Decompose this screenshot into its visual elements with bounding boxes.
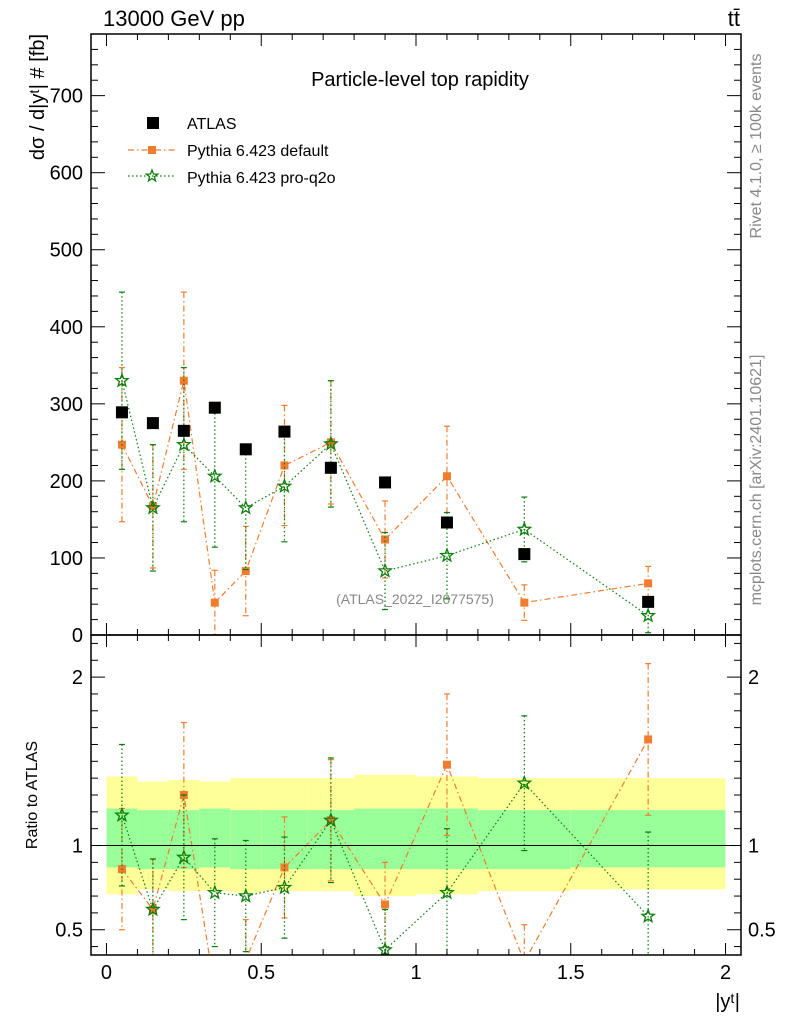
rivet-label: Rivet 4.1.0, ≥ 100k events [748,54,765,239]
tick-label: 400 [50,317,83,339]
atlas-point [146,417,159,430]
band-inner-bin [354,808,416,870]
ratio-point-default [381,900,390,909]
legend: ATLAS Pythia 6.423 default Pythia 6.423 … [128,116,336,187]
ratio-point-default [211,986,219,994]
main-point-proq2o [206,467,223,483]
tick-label: 700 [50,86,83,108]
tick-label: 200 [50,471,83,493]
main-point-proq2o [322,435,339,451]
band-inner-bin [199,808,231,868]
mcplots-label: mcplots.cern.ch [arXiv:2401.10621] [748,355,765,606]
ratio-point-proq2o [144,901,161,917]
main-point-default [381,535,390,544]
main-point-proq2o [144,499,161,515]
tick-label: 0.5 [748,920,776,942]
atlas-point [379,476,392,489]
header-right: tt̄ [728,6,740,31]
main-point-proq2o [175,436,192,452]
tick-label: 1 [72,836,83,858]
ratio-line-proq2o [121,782,649,951]
main-point-proq2o [377,562,393,578]
ratio-point-proq2o [237,887,254,903]
band-inner-bin [477,810,571,870]
legend-label-default: Pythia 6.423 default [187,143,329,160]
legend-marker-atlas [147,117,159,129]
ratio-line-default [121,739,649,955]
main-point-default [442,472,451,481]
tick-label: 0.5 [247,962,275,984]
tick-label: 1.5 [557,962,585,984]
tick-label: 600 [50,163,83,185]
x-axis-label: |yᵗ| [715,991,740,1013]
axis-ticks: 0 0.5 1 1.5 2 0 100 200 300 400 500 600 700 0.5 0.5 1 1 2… [50,33,776,984]
main-point-default [644,579,653,588]
legend-marker-proq2o [144,168,160,183]
ratio-panel-series [114,663,657,994]
tick-label: 2 [720,962,731,984]
ratio-point-proq2o [640,907,657,923]
ratio-point-proq2o [114,806,130,823]
tick-label: 0 [72,625,83,647]
main-point-default [280,461,289,470]
ratio-point-default [644,735,653,744]
atlas-point [518,548,531,561]
tick-label: 0.5 [55,920,83,942]
legend-label-atlas: ATLAS [187,116,237,133]
y-axis-label: dσ / d|yᵗ| # [fb] [27,34,49,160]
legend-marker-default [148,146,156,154]
atlas-point [115,406,128,419]
ratio-point-default [442,760,451,769]
ratio-point-default [520,958,528,966]
main-point-proq2o [237,499,254,515]
ratio-point-default [280,863,289,872]
band-inner-bin [570,810,726,868]
tick-label: 500 [50,240,83,262]
tick-label: 2 [72,667,83,689]
tick-label: 0 [101,962,112,984]
main-point-proq2o [516,521,533,537]
ratio-point-proq2o [276,879,293,895]
atlas-point [642,595,655,608]
main-point-proq2o [640,607,657,623]
ratio-point-proq2o [439,884,455,900]
main-panel-series [114,291,657,635]
header-left: 13000 GeV pp [103,6,245,31]
main-point-proq2o [276,477,293,494]
legend-label-proq2o: Pythia 6.423 pro-q2o [187,170,336,187]
analysis-watermark: (ATLAS_2022_I2077575) [336,591,494,607]
ratio-point-proq2o [516,774,533,791]
tick-label: 300 [50,394,83,416]
tick-label: 100 [50,548,83,570]
ratio-point-default [148,905,157,914]
tick-label: 1 [410,962,421,984]
tick-label: 2 [748,667,759,689]
atlas-point [278,425,291,438]
ratio-point-default [326,816,335,825]
atlas-point [440,516,453,529]
atlas-point [208,401,221,414]
ratio-point-proq2o [206,884,223,900]
tick-label: 1 [748,836,759,858]
ratio-y-axis-label: Ratio to ATLAS [24,741,41,849]
main-line-default [121,380,649,604]
main-point-default [326,438,335,447]
atlas-point [324,461,337,474]
atlas-point [239,443,252,456]
legend-star-shape [144,168,160,183]
main-point-default [210,598,219,607]
atlas-point [177,424,190,437]
main-point-proq2o [439,547,455,563]
band-inner-bin [230,810,262,870]
main-point-proq2o [114,372,130,388]
ratio-uncertainty-bands [106,774,726,897]
main-point-default [241,567,250,576]
main-point-default [520,598,529,607]
main-line-proq2o [121,380,649,617]
chart-title: Particle-level top rapidity [311,69,529,91]
ratio-point-proq2o [322,811,339,827]
ratio-point-proq2o [175,848,192,865]
